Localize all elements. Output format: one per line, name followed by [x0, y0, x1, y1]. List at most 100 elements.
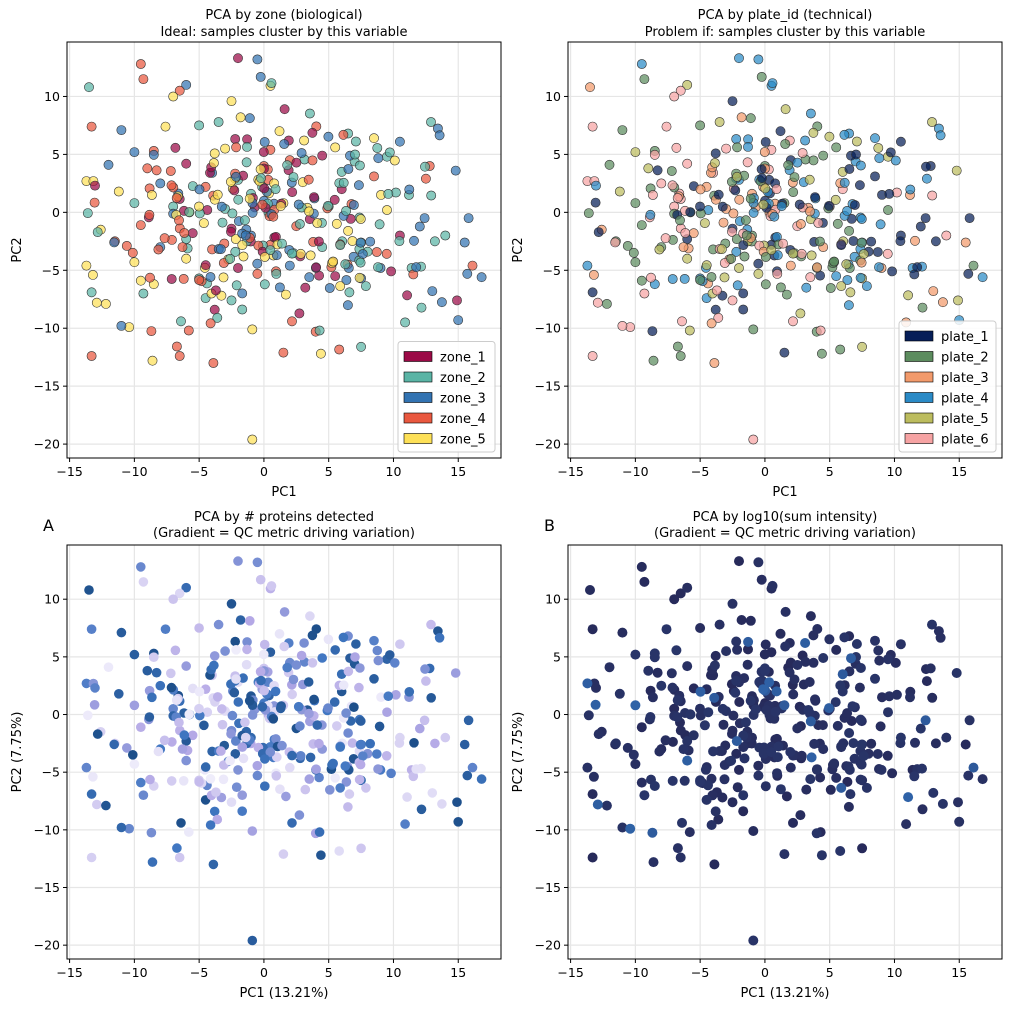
y-tick-label: 0 [52, 707, 60, 722]
data-point [738, 742, 749, 753]
data-point [829, 758, 840, 769]
data-point [927, 117, 937, 127]
data-point [184, 207, 195, 217]
data-point [677, 316, 687, 327]
y-tick-label: 10 [44, 592, 60, 607]
data-point [830, 194, 841, 205]
data-point [409, 738, 419, 748]
data-point [383, 188, 394, 199]
data-point [181, 253, 192, 264]
data-point [244, 113, 255, 124]
data-point [835, 680, 846, 691]
legend-swatch [403, 433, 433, 444]
data-point [266, 581, 277, 591]
data-point [86, 287, 97, 298]
data-point [305, 611, 315, 621]
data-point [964, 213, 975, 223]
scatter-points [81, 53, 487, 445]
data-point [719, 774, 730, 785]
data-point [666, 166, 677, 176]
y-axis-label: PC2 [10, 237, 25, 262]
data-point [669, 594, 680, 605]
data-point [977, 272, 988, 283]
data-point [307, 155, 318, 166]
data-point [583, 208, 594, 218]
data-point [101, 298, 111, 309]
data-point [342, 300, 353, 311]
data-point [968, 762, 979, 773]
data-point [884, 188, 895, 199]
data-point [168, 704, 178, 714]
data-point [734, 764, 744, 775]
data-point [404, 184, 415, 195]
data-point [270, 184, 281, 194]
data-point [209, 304, 220, 315]
data-point [678, 242, 689, 252]
x-tick-label: 5 [826, 965, 834, 980]
data-point [688, 730, 699, 741]
data-point [927, 190, 938, 201]
data-point [805, 206, 815, 217]
data-point [160, 121, 171, 132]
data-point [212, 189, 223, 200]
data-point [844, 300, 854, 311]
data-point [700, 218, 710, 228]
data-point [381, 751, 392, 761]
data-point [680, 228, 691, 238]
data-point [394, 738, 405, 748]
data-point [732, 142, 742, 153]
data-point [710, 304, 721, 315]
data-point [390, 658, 400, 668]
data-point [845, 789, 856, 800]
data-point [587, 624, 598, 635]
data-point [237, 790, 247, 800]
data-point [905, 184, 916, 195]
legend-swatch [904, 433, 934, 444]
data-point [753, 760, 764, 771]
data-point [338, 177, 349, 188]
data-point [719, 272, 730, 283]
data-point [585, 585, 595, 595]
data-point [287, 248, 297, 259]
data-point [279, 641, 290, 652]
data-point [278, 849, 289, 859]
data-point [760, 252, 771, 262]
data-point [259, 639, 270, 650]
data-point [238, 673, 248, 683]
data-point [769, 211, 780, 222]
data-point [870, 133, 880, 144]
data-point [295, 721, 305, 731]
plot-frame [66, 544, 502, 960]
data-point [194, 184, 205, 195]
data-point [122, 743, 132, 753]
data-point [408, 771, 419, 782]
data-point [241, 659, 252, 670]
data-point [876, 764, 887, 775]
data-point [210, 285, 221, 296]
data-point [920, 715, 931, 726]
data-point [760, 137, 771, 147]
data-point [355, 257, 366, 268]
data-point [282, 662, 293, 673]
data-point [797, 148, 808, 158]
data-point [741, 215, 751, 226]
data-point [808, 127, 819, 138]
data-point [748, 434, 759, 445]
data-point [138, 288, 149, 299]
data-point [202, 707, 213, 717]
data-point [268, 714, 279, 724]
data-point [855, 714, 866, 725]
data-point [226, 295, 237, 306]
data-point [476, 774, 487, 784]
x-tick-label: 15 [951, 464, 967, 479]
data-point [303, 677, 314, 687]
data-point [303, 174, 314, 185]
chart-title-line: Problem if: samples cluster by this vari… [645, 25, 925, 40]
data-point [630, 759, 641, 770]
data-point [92, 729, 103, 739]
chart-panel-intensity: PCA by log10(sum intensity)(Gradient = Q… [511, 510, 1003, 1001]
data-point [801, 784, 812, 795]
data-point [86, 624, 97, 634]
data-point [231, 736, 241, 746]
data-point [713, 312, 724, 323]
